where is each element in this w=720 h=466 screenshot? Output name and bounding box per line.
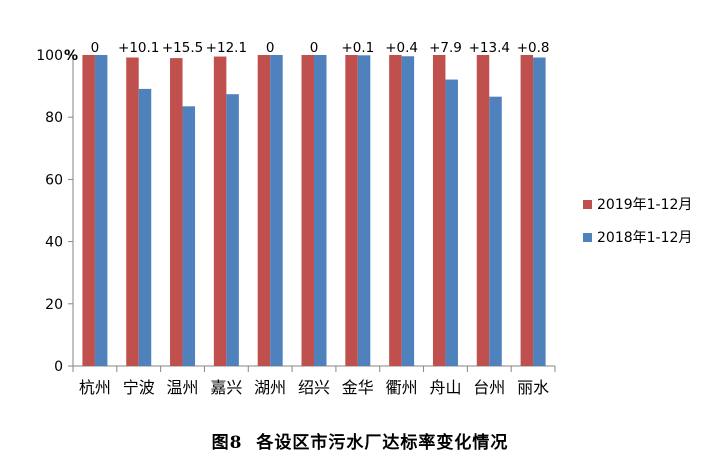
bar-2018	[94, 55, 108, 366]
chart-bars	[82, 55, 546, 367]
x-tick-label: 台州	[473, 378, 505, 397]
bar-2018	[314, 55, 327, 366]
x-tick-label: 金华	[342, 378, 374, 397]
bar-2019	[82, 55, 95, 366]
data-label: +0.1	[341, 40, 374, 56]
y-tick-label: 20	[45, 297, 63, 313]
y-tick-label: 80	[45, 110, 63, 126]
bar-2018	[357, 55, 371, 366]
legend-label: 2019年1-12月	[597, 197, 692, 213]
data-label: 0	[91, 40, 100, 56]
bar-2018	[226, 94, 239, 366]
x-tick-label: 嘉兴	[210, 378, 242, 397]
bar-2018	[489, 96, 502, 366]
y-axis-unit: %	[64, 48, 78, 64]
data-label: +0.8	[517, 40, 550, 56]
bar-2019	[257, 55, 271, 366]
bar-chart: 0 20 40 60 80 100 % 杭州 宁波 温州 嘉兴 湖州 绍兴 金华 衢州 舟山 台州 丽水 0 +10…	[36, 40, 692, 397]
bar-2019	[170, 58, 183, 367]
bar-2018	[138, 88, 152, 367]
legend-swatch	[583, 200, 592, 209]
bar-2019	[520, 55, 534, 366]
bar-2019	[126, 57, 139, 366]
bar-2018	[533, 57, 546, 366]
figure-number: 图8	[211, 433, 243, 453]
data-label: +7.9	[429, 40, 462, 56]
bar-2019	[476, 55, 490, 366]
bar-2018	[401, 56, 415, 367]
y-tick-label: 40	[45, 235, 63, 251]
legend-swatch	[583, 233, 592, 242]
bar-2019	[301, 55, 314, 366]
bar-2019	[345, 55, 358, 366]
x-tick-label: 宁波	[123, 378, 155, 397]
x-tick-label: 绍兴	[298, 378, 330, 397]
data-label: 0	[266, 40, 275, 56]
data-label: +0.4	[385, 40, 418, 56]
chart-axes: 0 20 40 60 80 100 % 杭州 宁波 温州 嘉兴 湖州 绍兴 金华 衢州 舟山 台州 丽水	[36, 48, 556, 397]
chart-labels: 0 +10.1 +15.5 +12.1 0 0 +0.1 +0.4 +7.9 +13.4 +0.8	[91, 40, 550, 56]
data-label: +10.1	[118, 40, 159, 56]
legend-label: 2018年1-12月	[597, 230, 692, 246]
data-label: +12.1	[206, 40, 247, 56]
y-tick-label: 0	[54, 359, 63, 375]
chart-legend: 2019年1-12月 2018年1-12月	[583, 197, 692, 246]
y-tick-label: 60	[45, 172, 63, 188]
x-tick-label: 丽水	[517, 378, 549, 397]
data-label: +13.4	[469, 40, 510, 56]
bar-2018	[182, 106, 196, 366]
y-tick-label: 100	[36, 48, 63, 64]
x-tick-label: 湖州	[254, 378, 286, 397]
bar-2019	[389, 55, 402, 366]
data-label: +15.5	[162, 40, 203, 56]
x-tick-label: 温州	[167, 378, 199, 397]
figure-caption: 图8 各设区市污水厂达标率变化情况	[0, 428, 720, 453]
x-tick-label: 杭州	[79, 378, 111, 397]
x-tick-label: 衢州	[386, 378, 418, 397]
bar-2018	[445, 79, 458, 366]
data-label: 0	[310, 40, 319, 56]
figure-title: 各设区市污水厂达标率变化情况	[256, 433, 509, 453]
bar-2019	[432, 55, 446, 366]
bar-2018	[270, 55, 283, 366]
x-tick-label: 舟山	[429, 378, 461, 397]
bar-2019	[213, 56, 227, 367]
